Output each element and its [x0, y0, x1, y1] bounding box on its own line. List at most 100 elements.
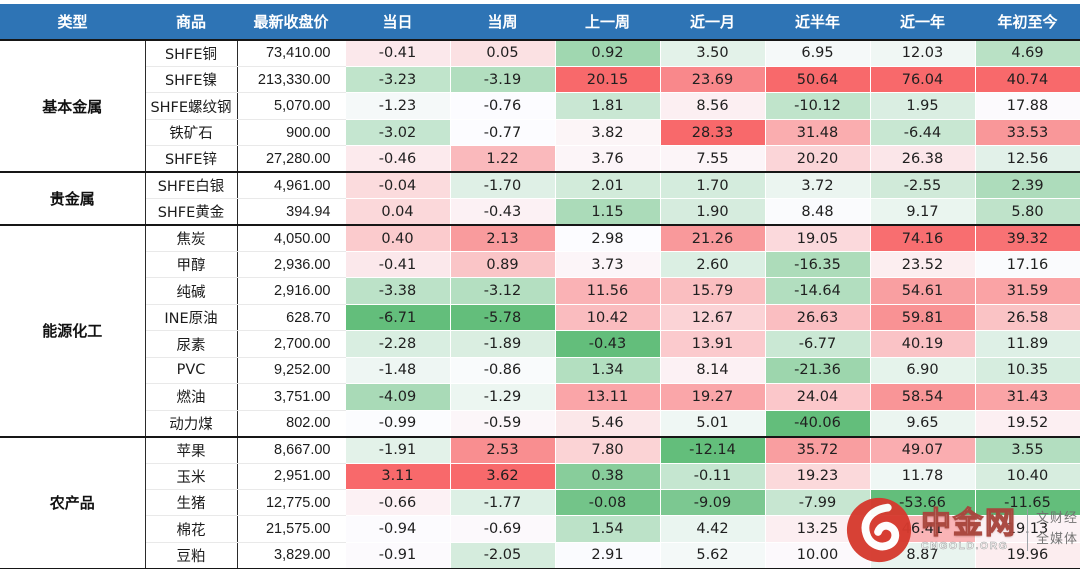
table-row: 甲醇 2,936.00 -0.41 0.89 3.73 2.60 -16.35 23.52 17… [0, 250, 1080, 279]
pct-change-cell: 19.27 [659, 383, 766, 411]
pct-change-cell: 46.41 [869, 515, 976, 543]
commodity-cell: 纯碱 [145, 277, 238, 305]
pct-change-cell: 31.43 [974, 383, 1080, 411]
pct-change-cell: 20.20 [764, 145, 871, 173]
pct-change-cell: -3.19 [449, 65, 556, 94]
close-price-cell: 802.00 [237, 410, 345, 438]
pct-change-cell: 5.80 [974, 198, 1080, 226]
pct-change-cell: 31.48 [764, 118, 871, 147]
pct-change-cell: 24.04 [764, 383, 871, 411]
commodity-cell: 铁矿石 [145, 119, 238, 147]
commodity-cell: SHFE螺纹钢 [145, 92, 238, 120]
pct-change-cell: 1.90 [659, 198, 766, 226]
close-price-cell: 3,751.00 [237, 383, 345, 411]
pct-change-cell: -2.28 [344, 330, 451, 358]
col-header-day: 当日 [345, 4, 450, 40]
commodity-cell: SHFE白银 [145, 171, 238, 200]
col-header-lastweek: 上一周 [555, 4, 660, 40]
commodity-cell: SHFE黄金 [145, 198, 238, 226]
col-header-ytd: 年初至今 [975, 4, 1080, 40]
commodity-cell: 玉米 [145, 463, 238, 490]
table-row: INE原油 628.70 -6.71 -5.78 10.42 12.67 26.63 59.8… [0, 303, 1080, 332]
pct-change-cell: 40.19 [869, 330, 976, 358]
pct-change-cell: -0.08 [554, 488, 661, 517]
pct-change-cell: -14.64 [764, 277, 871, 305]
futures-performance-table: 类型 商品 最新收盘价 当日 当周 上一周 近一月 近半年 近一年 年初至今 基… [0, 4, 1080, 569]
pct-change-cell: 9.65 [869, 409, 976, 438]
table-body: 基本金属 SHFE铜 73,410.00 -0.41 0.05 0.92 3.50 6.95 1… [0, 38, 1080, 569]
commodity-cell: 生猪 [145, 489, 238, 517]
pct-change-cell: 3.62 [449, 462, 556, 490]
pct-change-cell: 2.13 [449, 224, 556, 253]
pct-change-cell: 5.46 [554, 409, 661, 438]
pct-change-cell: -7.99 [764, 488, 871, 517]
close-price-cell: 21,575.00 [237, 515, 345, 543]
pct-change-cell: 5.62 [659, 541, 766, 569]
pct-change-cell: 2.53 [449, 435, 556, 464]
pct-change-cell: -0.41 [344, 250, 451, 279]
pct-change-cell: 10.00 [764, 541, 871, 569]
pct-change-cell: -16.35 [764, 250, 871, 279]
table-row: 铁矿石 900.00 -3.02 -0.77 3.82 28.33 31.48 -6.44 33… [0, 118, 1080, 147]
pct-change-cell: -0.77 [449, 118, 556, 147]
commodity-cell: SHFE锌 [145, 145, 238, 173]
pct-change-cell: -0.69 [449, 515, 556, 543]
pct-change-cell: -9.09 [659, 488, 766, 517]
pct-change-cell: -6.77 [764, 330, 871, 358]
pct-change-cell: -0.86 [449, 356, 556, 385]
pct-change-cell: 17.16 [974, 250, 1080, 279]
pct-change-cell: 0.92 [554, 38, 661, 67]
table-row: SHFE镍 213,330.00 -3.23 -3.19 20.15 23.69 50.64… [0, 65, 1080, 94]
pct-change-cell: 13.91 [659, 330, 766, 358]
pct-change-cell: -11.65 [974, 488, 1080, 517]
pct-change-cell: 1.54 [554, 515, 661, 543]
close-price-cell: 4,961.00 [237, 171, 345, 200]
pct-change-cell: -0.94 [344, 515, 451, 543]
pct-change-cell: 19.13 [974, 515, 1080, 543]
table-row: SHFE锌 27,280.00 -0.46 1.22 3.76 7.55 20.20 26.3… [0, 145, 1080, 173]
table-row: SHFE黄金 394.94 0.04 -0.43 1.15 1.90 8.48 9.17 5.8… [0, 198, 1080, 226]
pct-change-cell: -1.91 [344, 435, 451, 464]
pct-change-cell: 1.95 [869, 92, 976, 120]
pct-change-cell: 17.88 [974, 92, 1080, 120]
pct-change-cell: 3.73 [554, 250, 661, 279]
pct-change-cell: 2.01 [554, 171, 661, 200]
pct-change-cell: 39.32 [974, 224, 1080, 253]
pct-change-cell: -1.23 [344, 92, 451, 120]
pct-change-cell: -3.02 [344, 118, 451, 147]
pct-change-cell: -5.78 [449, 303, 556, 332]
pct-change-cell: 0.38 [554, 462, 661, 490]
close-price-cell: 628.70 [237, 304, 345, 332]
pct-change-cell: -2.05 [449, 541, 556, 569]
commodity-cell: 燃油 [145, 383, 238, 411]
pct-change-cell: 3.76 [554, 145, 661, 173]
pct-change-cell: -6.44 [869, 118, 976, 147]
commodity-cell: INE原油 [145, 304, 238, 332]
col-header-halfyear: 近半年 [765, 4, 870, 40]
pct-change-cell: -0.04 [344, 171, 451, 200]
pct-change-cell: 1.81 [554, 92, 661, 120]
pct-change-cell: 0.89 [449, 250, 556, 279]
close-price-cell: 2,936.00 [237, 251, 345, 279]
pct-change-cell: 13.25 [764, 515, 871, 543]
pct-change-cell: -1.48 [344, 356, 451, 385]
pct-change-cell: -1.29 [449, 383, 556, 411]
pct-change-cell: -53.66 [869, 488, 976, 517]
table-row: 燃油 3,751.00 -4.09 -1.29 13.11 19.27 24.04 58.54… [0, 383, 1080, 411]
close-price-cell: 2,700.00 [237, 330, 345, 358]
pct-change-cell: -1.89 [449, 330, 556, 358]
table-row: 玉米 2,951.00 3.11 3.62 0.38 -0.11 19.23 11.78 10.… [0, 462, 1080, 490]
col-header-year: 近一年 [870, 4, 975, 40]
close-price-cell: 213,330.00 [237, 66, 345, 94]
close-price-cell: 9,252.00 [237, 357, 345, 385]
pct-change-cell: 8.14 [659, 356, 766, 385]
table-row: PVC 9,252.00 -1.48 -0.86 1.34 8.14 -21.36 6.90 1… [0, 356, 1080, 385]
pct-change-cell: -6.71 [344, 303, 451, 332]
category-cell: 农产品 [0, 435, 146, 569]
close-price-cell: 900.00 [237, 119, 345, 147]
category-cell: 基本金属 [0, 38, 146, 173]
pct-change-cell: 8.56 [659, 92, 766, 120]
pct-change-cell: 13.11 [554, 383, 661, 411]
pct-change-cell: -21.36 [764, 356, 871, 385]
table-row: 纯碱 2,916.00 -3.38 -3.12 11.56 15.79 -14.64 54.6… [0, 277, 1080, 305]
